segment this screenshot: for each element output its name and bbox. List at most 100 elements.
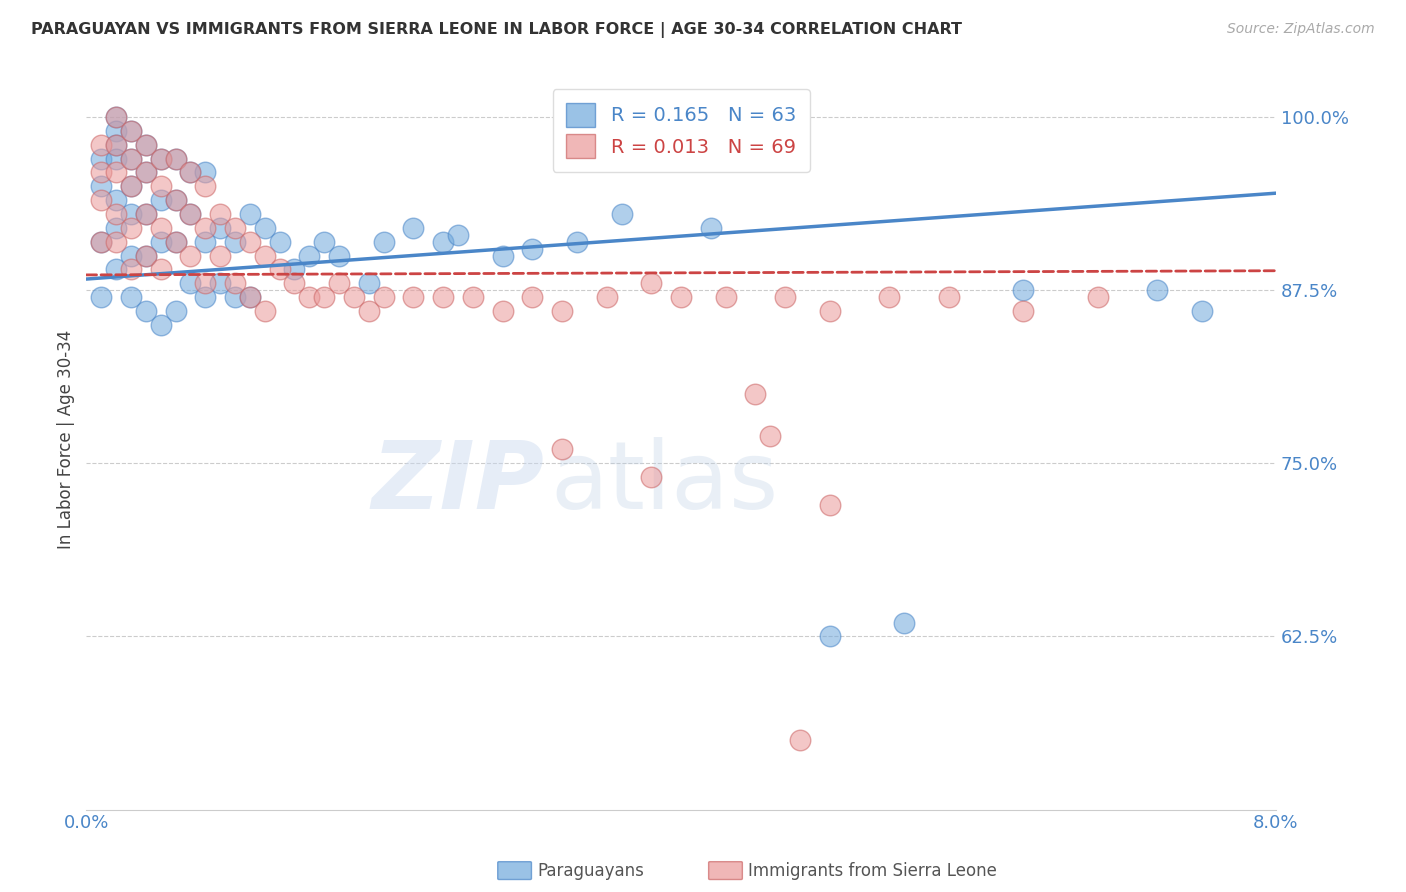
Point xyxy=(120,124,142,138)
Point xyxy=(283,262,305,277)
Point xyxy=(120,179,142,194)
Point xyxy=(135,304,157,318)
Point xyxy=(224,290,246,304)
Point xyxy=(447,227,470,242)
Point xyxy=(328,276,350,290)
Point xyxy=(759,428,782,442)
Point xyxy=(120,179,142,194)
Point xyxy=(105,110,128,124)
Point xyxy=(1146,283,1168,297)
Point xyxy=(239,207,262,221)
Point xyxy=(135,165,157,179)
Point xyxy=(90,193,112,207)
Point xyxy=(818,304,841,318)
Point xyxy=(105,152,128,166)
Point xyxy=(269,262,291,277)
Point xyxy=(640,276,662,290)
Point xyxy=(357,276,380,290)
Point xyxy=(402,290,425,304)
Point xyxy=(314,290,336,304)
Point xyxy=(194,165,217,179)
Point xyxy=(165,193,187,207)
Point xyxy=(938,290,960,304)
Point xyxy=(149,220,172,235)
Point xyxy=(179,248,201,262)
Text: ZIP: ZIP xyxy=(371,437,544,530)
Point xyxy=(179,276,201,290)
Point xyxy=(90,165,112,179)
Point xyxy=(105,137,128,152)
Point xyxy=(298,248,321,262)
Point xyxy=(149,193,172,207)
Point xyxy=(565,235,588,249)
Point xyxy=(179,207,201,221)
Point xyxy=(744,387,766,401)
Point xyxy=(328,248,350,262)
Point xyxy=(402,220,425,235)
Point xyxy=(298,290,321,304)
Point xyxy=(224,276,246,290)
Text: PARAGUAYAN VS IMMIGRANTS FROM SIERRA LEONE IN LABOR FORCE | AGE 30-34 CORRELATIO: PARAGUAYAN VS IMMIGRANTS FROM SIERRA LEO… xyxy=(31,22,962,38)
Point xyxy=(789,733,811,747)
Point xyxy=(551,442,574,457)
Point xyxy=(90,152,112,166)
Point xyxy=(1012,283,1035,297)
Point xyxy=(135,248,157,262)
Text: Immigrants from Sierra Leone: Immigrants from Sierra Leone xyxy=(748,862,997,880)
Point xyxy=(522,290,544,304)
Point xyxy=(165,235,187,249)
Point xyxy=(105,220,128,235)
Point xyxy=(432,290,454,304)
Point xyxy=(239,235,262,249)
Point xyxy=(522,242,544,256)
Point xyxy=(224,235,246,249)
Point xyxy=(239,290,262,304)
Point xyxy=(90,290,112,304)
Point xyxy=(149,179,172,194)
Point xyxy=(179,207,201,221)
Point xyxy=(492,248,515,262)
Point xyxy=(818,498,841,512)
Text: atlas: atlas xyxy=(550,437,779,530)
Point xyxy=(239,290,262,304)
Point xyxy=(120,290,142,304)
Point xyxy=(640,470,662,484)
Point xyxy=(135,137,157,152)
Point xyxy=(596,290,619,304)
Legend: R = 0.165   N = 63, R = 0.013   N = 69: R = 0.165 N = 63, R = 0.013 N = 69 xyxy=(553,89,810,172)
Point xyxy=(314,235,336,249)
Point xyxy=(610,207,633,221)
Point xyxy=(120,124,142,138)
Y-axis label: In Labor Force | Age 30-34: In Labor Force | Age 30-34 xyxy=(58,329,75,549)
Point xyxy=(90,235,112,249)
Point xyxy=(120,207,142,221)
Point xyxy=(120,152,142,166)
Point xyxy=(135,207,157,221)
Point xyxy=(714,290,737,304)
Point xyxy=(194,179,217,194)
Point xyxy=(194,220,217,235)
Point xyxy=(105,262,128,277)
Point xyxy=(253,304,276,318)
Point xyxy=(165,304,187,318)
Point xyxy=(253,220,276,235)
Point xyxy=(105,207,128,221)
Point xyxy=(373,235,395,249)
Point xyxy=(818,629,841,643)
Text: Source: ZipAtlas.com: Source: ZipAtlas.com xyxy=(1227,22,1375,37)
Point xyxy=(357,304,380,318)
Point xyxy=(253,248,276,262)
Point xyxy=(165,193,187,207)
Point xyxy=(879,290,901,304)
Point xyxy=(669,290,692,304)
Point xyxy=(165,152,187,166)
Point xyxy=(700,220,723,235)
Point xyxy=(135,165,157,179)
Point xyxy=(149,235,172,249)
Point xyxy=(105,165,128,179)
Point xyxy=(209,220,232,235)
Point xyxy=(179,165,201,179)
Point xyxy=(1087,290,1109,304)
Point xyxy=(165,235,187,249)
Point xyxy=(1191,304,1213,318)
